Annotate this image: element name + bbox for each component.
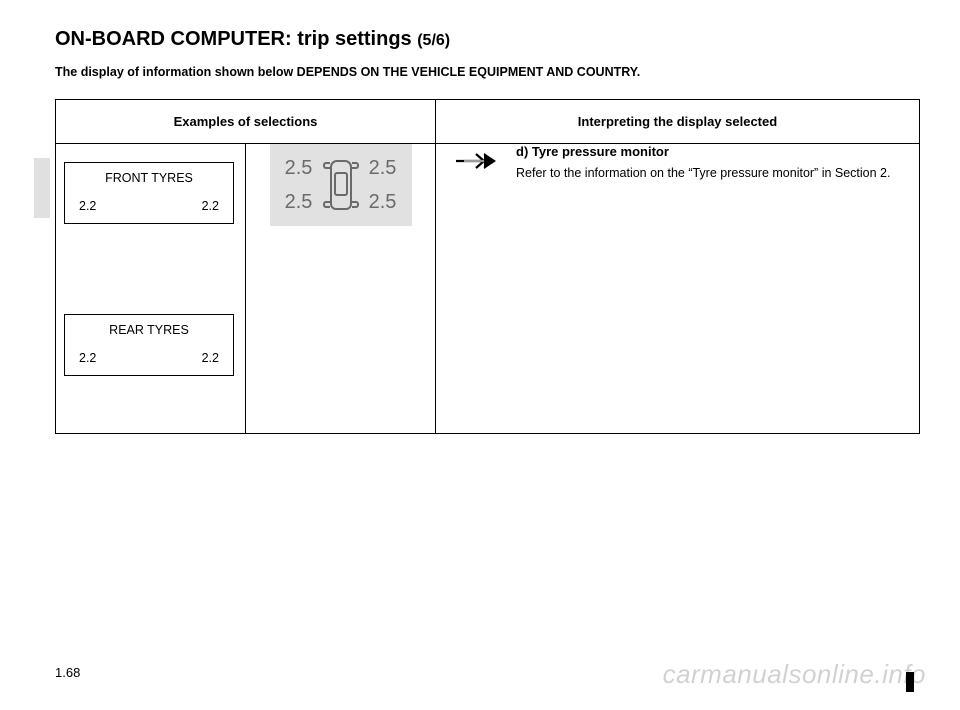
pressure-front-right: 2.5 <box>368 157 398 180</box>
front-tyres-box: FRONT TYRES 2.2 2.2 <box>64 162 234 224</box>
title-main: ON-BOARD COMPUTER: trip settings <box>55 28 417 50</box>
title-sub: (5/6) <box>417 32 450 49</box>
cell-tyre-boxes: FRONT TYRES 2.2 2.2 REAR TYRES 2.2 2.2 <box>56 144 246 434</box>
front-tyre-left-value: 2.2 <box>79 199 96 213</box>
front-tyre-right-value: 2.2 <box>202 199 219 213</box>
watermark-text: carmanualsonline.info <box>663 659 926 690</box>
rear-tyres-label: REAR TYRES <box>73 323 225 337</box>
rear-tyres-box: REAR TYRES 2.2 2.2 <box>64 314 234 376</box>
pressure-front-left: 2.5 <box>284 157 314 180</box>
corner-mark-icon <box>906 672 914 692</box>
front-tyres-label: FRONT TYRES <box>73 171 225 185</box>
rear-tyre-right-value: 2.2 <box>202 351 219 365</box>
page-subtitle: The display of information shown below D… <box>55 65 920 79</box>
page-number: 1.68 <box>55 665 80 680</box>
cell-car-display: 2.5 2.5 2.5 2.5 <box>246 144 436 434</box>
pressure-rear-right: 2.5 <box>368 191 398 214</box>
page-title: ON-BOARD COMPUTER: trip settings (5/6) <box>55 28 920 51</box>
pressure-rear-left: 2.5 <box>284 191 314 214</box>
table-header-examples: Examples of selections <box>56 100 436 144</box>
manual-page: ON-BOARD COMPUTER: trip settings (5/6) T… <box>0 0 960 710</box>
rear-tyre-left-value: 2.2 <box>79 351 96 365</box>
side-tab <box>34 158 50 218</box>
interpretation-text: d) Tyre pressure monitor Refer to the in… <box>516 144 890 183</box>
interpret-body: Refer to the information on the “Tyre pr… <box>516 165 890 183</box>
cell-interpretation: d) Tyre pressure monitor Refer to the in… <box>436 144 920 434</box>
interpret-heading: d) Tyre pressure monitor <box>516 144 890 159</box>
car-icon <box>324 156 358 214</box>
table-header-interpret: Interpreting the display selected <box>436 100 920 144</box>
settings-table: Examples of selections Interpreting the … <box>55 99 920 434</box>
tyre-pressure-display: 2.5 2.5 2.5 2.5 <box>270 144 412 226</box>
arrow-right-icon <box>454 148 498 174</box>
